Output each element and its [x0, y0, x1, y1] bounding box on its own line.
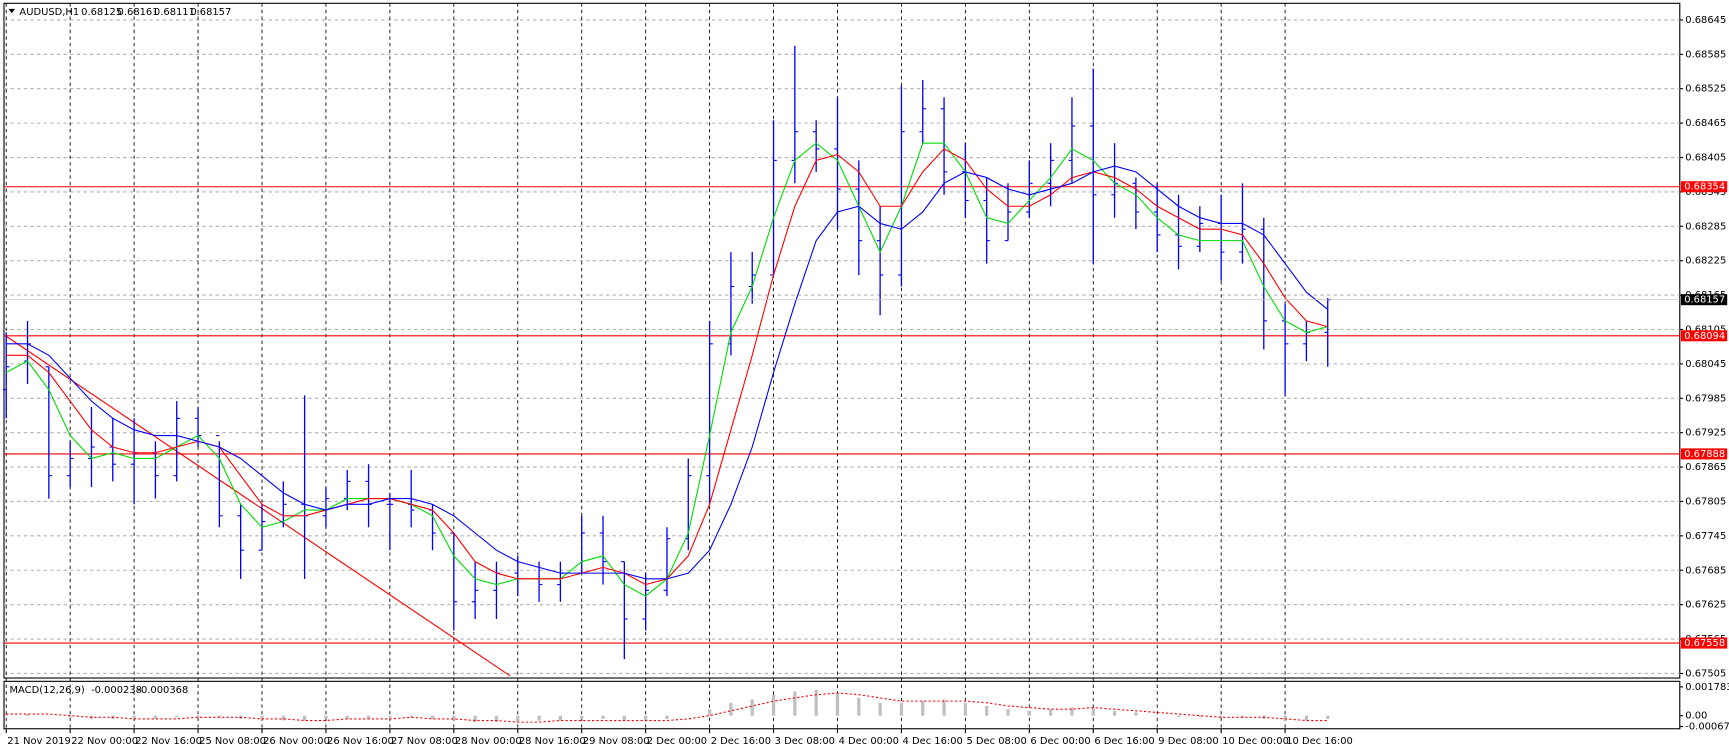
y-tick-label: 0.67625 — [1685, 600, 1726, 611]
current-price-label: 0.68157 — [1684, 295, 1725, 306]
ohlc-open: 0.68125 — [81, 7, 122, 18]
macd-y-tick-label: 0.00 — [1685, 711, 1707, 722]
y-tick-label: 0.68045 — [1685, 359, 1726, 370]
macd-y-tick-label: -0.000673 — [1685, 722, 1729, 733]
level-label-bg — [1680, 330, 1728, 342]
x-tick-label: 29 Nov 08:00 — [583, 736, 650, 747]
y-tick-label: 0.68645 — [1685, 15, 1726, 26]
level-label-bg — [1680, 448, 1728, 460]
header: AUDUSD,H1 0.68125 0.68161 0.68111 0.6815… — [8, 7, 231, 18]
x-tick-label: 22 Nov 00:00 — [71, 736, 138, 747]
x-tick-label: 4 Dec 00:00 — [839, 736, 899, 747]
y-tick-label: 0.67505 — [1685, 668, 1726, 679]
x-tick-label: 10 Dec 00:00 — [1222, 736, 1289, 747]
y-tick-label: 0.67805 — [1685, 496, 1726, 507]
axis: 0.68645 0.68585 0.68525 0.68465 0.68405 0.683… — [5, 15, 1729, 747]
y-tick-label: 0.67925 — [1685, 428, 1726, 439]
price-frame — [3, 2, 1681, 679]
current-price-bg — [1680, 294, 1728, 306]
ohlc-low: 0.68111 — [154, 7, 195, 18]
symbol: AUDUSD,H1 — [19, 7, 79, 18]
ohlc-close: 0.68157 — [190, 7, 231, 18]
macd-label: MACD(12,26,9) — [10, 685, 85, 696]
x-tick-label: 6 Dec 00:00 — [1030, 736, 1090, 747]
level-label: 0.68094 — [1684, 331, 1725, 342]
plot — [2, 45, 1680, 723]
y-tick-label: 0.67865 — [1685, 462, 1726, 473]
macd-signal-value: -0.000368 — [137, 685, 188, 696]
level-label-bg — [1680, 637, 1728, 649]
ohlc-high: 0.68161 — [118, 7, 159, 18]
y-tick-label: 0.67985 — [1685, 393, 1726, 404]
level-label-bg — [1680, 181, 1728, 193]
y-tick-label: 0.67685 — [1685, 565, 1726, 576]
x-tick-label: 22 Nov 16:00 — [135, 736, 202, 747]
y-tick-label: 0.68405 — [1685, 153, 1726, 164]
y-tick-label: 0.68465 — [1685, 118, 1726, 129]
x-tick-label: 6 Dec 16:00 — [1094, 736, 1154, 747]
x-tick-label: 10 Dec 16:00 — [1286, 736, 1353, 747]
level-label: 0.67888 — [1684, 449, 1725, 460]
x-tick-label: 5 Dec 08:00 — [966, 736, 1026, 747]
y-tick-label: 0.68225 — [1685, 256, 1726, 267]
x-tick-label: 28 Nov 16:00 — [519, 736, 586, 747]
level-label: 0.67558 — [1684, 638, 1725, 649]
macd-frame — [3, 680, 1681, 730]
x-tick-label: 2 Dec 16:00 — [711, 736, 771, 747]
x-tick-label: 27 Nov 08:00 — [391, 736, 458, 747]
y-tick-label: 0.67745 — [1685, 531, 1726, 542]
y-tick-label: 0.68105 — [1685, 324, 1726, 335]
y-tick-label: 0.68345 — [1685, 187, 1726, 198]
trend-line — [5, 335, 511, 677]
y-tick-label: 0.68585 — [1685, 49, 1726, 60]
x-tick-label: 26 Nov 16:00 — [327, 736, 394, 747]
moving-average — [6, 165, 1329, 580]
x-tick-label: 26 Nov 00:00 — [263, 736, 330, 747]
x-tick-label: 2 Dec 00:00 — [647, 736, 707, 747]
macd-header: MACD(12,26,9) -0.000238 -0.000368 — [10, 685, 189, 696]
x-tick-label: 4 Dec 16:00 — [903, 736, 963, 747]
x-tick-label: 25 Nov 08:00 — [199, 736, 266, 747]
menu-arrow[interactable] — [8, 8, 16, 14]
macd-y-tick-label: 0.001783 — [1685, 682, 1729, 693]
y-tick-label: 0.68285 — [1685, 221, 1726, 232]
x-tick-label: 3 Dec 08:00 — [775, 736, 835, 747]
x-tick-label: 21 Nov 2019 — [7, 736, 70, 747]
x-tick-label: 28 Nov 00:00 — [455, 736, 522, 747]
level-label: 0.68354 — [1684, 182, 1725, 193]
y-tick-label: 0.68525 — [1685, 84, 1726, 95]
x-tick-label: 9 Dec 08:00 — [1158, 736, 1218, 747]
macd-value: -0.000238 — [91, 685, 142, 696]
